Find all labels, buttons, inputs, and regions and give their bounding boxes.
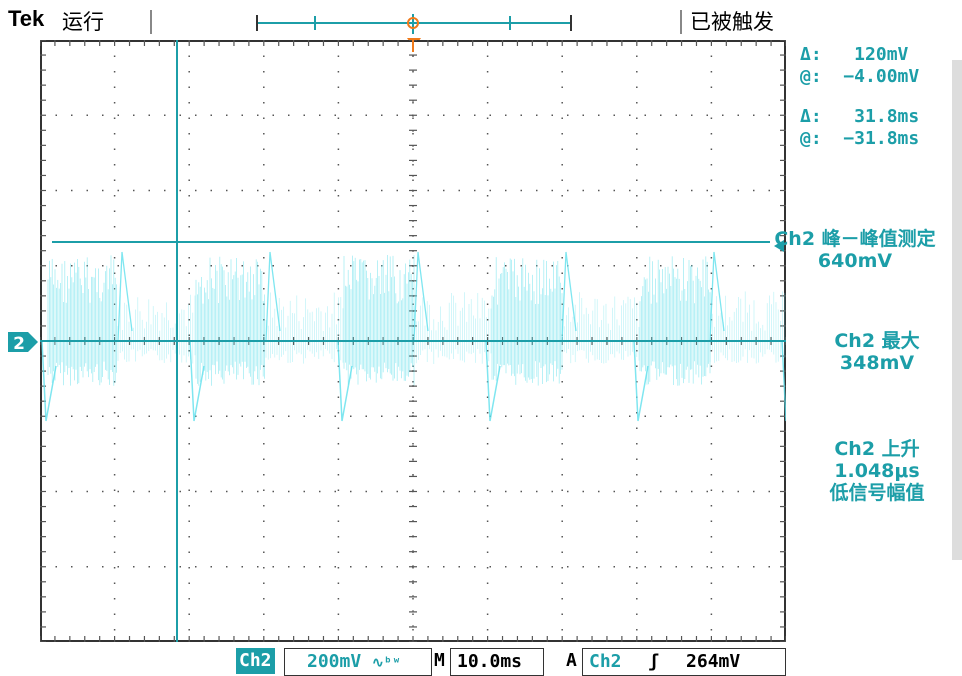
measurement-label: Ch2 上升 [834, 438, 920, 460]
channel-chip[interactable]: Ch2 [236, 648, 275, 674]
channel-2-marker[interactable]: 2 [8, 330, 40, 354]
graticule [40, 40, 786, 642]
timebase-label: M [434, 650, 445, 671]
divider [150, 10, 152, 34]
measurement-value: 348mV [839, 352, 915, 374]
status-bar: Tek 运行 已被触发 [0, 0, 962, 40]
measurement-peak-to-peak: Ch2 峰－峰值测定 640mV [748, 228, 962, 272]
measurement-label: Ch2 最大 [834, 330, 920, 352]
volt-delta-readout: Δ: 120mV [800, 44, 909, 65]
measurement-rise: Ch2 上升 1.048μs 低信号幅值 [792, 438, 962, 504]
level-arrow [774, 240, 784, 252]
trigger-channel: Ch2 [589, 651, 622, 672]
divider [680, 10, 682, 34]
measurement-note: 低信号幅值 [829, 482, 925, 504]
settings-bar: Ch2 200mV ∿ᵇʷ M 10.0ms A Ch2 ʃ 264mV [0, 645, 962, 676]
volt-at-readout: @: −4.00mV [800, 66, 920, 87]
trigger-state: 已被触发 [690, 10, 774, 34]
trigger-settings[interactable]: Ch2 ʃ 264mV [582, 648, 786, 676]
vertical-scale[interactable]: 200mV ∿ᵇʷ [284, 648, 432, 676]
run-state: 运行 [62, 10, 104, 34]
waveform-trace [41, 251, 786, 422]
measurement-label: Ch2 峰－峰值测定 [774, 228, 936, 250]
measurement-max: Ch2 最大 348mV [792, 330, 962, 374]
trigger-level: 264mV [686, 651, 741, 672]
rising-edge-icon: ʃ [648, 651, 660, 672]
record-timeline [256, 14, 572, 34]
trigger-mode: A [566, 650, 577, 671]
scale-value: 200mV [307, 651, 362, 672]
bezel-edge [952, 60, 962, 560]
timebase[interactable]: 10.0ms [450, 648, 544, 676]
measurement-value: 1.048μs [834, 460, 920, 482]
channel-2-glyph: 2 [13, 334, 25, 354]
time-at-readout: @: −31.8ms [800, 128, 920, 149]
time-delta-readout: Δ: 31.8ms [800, 106, 920, 127]
bandwidth-limit-icon: ∿ᵇʷ [372, 655, 401, 671]
measurement-value: 640mV [817, 250, 893, 272]
brand-logo: Tek [8, 6, 45, 31]
